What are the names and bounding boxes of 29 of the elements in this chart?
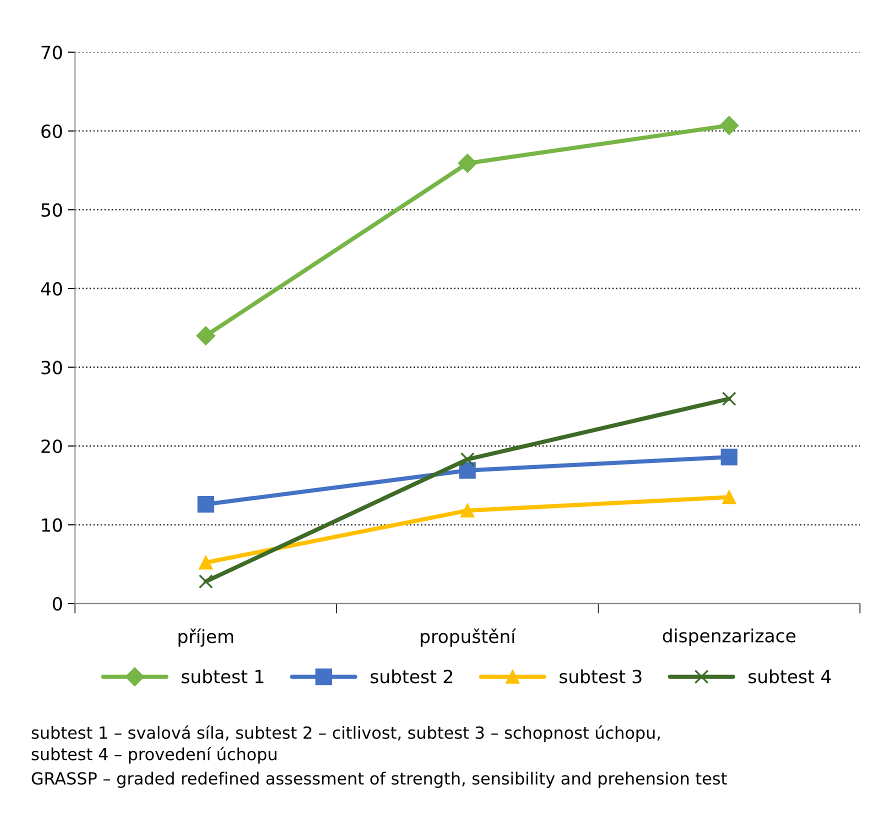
x-tick-label: propuštění [420, 628, 516, 647]
legend-label: subtest 2 [370, 669, 452, 684]
legend-label: subtest 3 [560, 669, 642, 684]
legend-label: subtest 4 [748, 669, 831, 684]
point [458, 154, 477, 173]
point [722, 490, 736, 504]
text: GRASSP – graded redefined assessment of strength, sensibility and prehension test [32, 772, 727, 788]
point [459, 462, 476, 479]
point [460, 504, 474, 518]
point [720, 116, 739, 136]
point [460, 452, 475, 467]
y-tick-label: 50 [42, 203, 62, 217]
y-tick-label: 10 [42, 518, 62, 532]
y-tick-label: 70 [42, 46, 62, 60]
point [722, 392, 736, 406]
y-tick-label: 0 [52, 596, 62, 611]
point [198, 574, 213, 589]
x-tick-label: příjem [178, 628, 234, 647]
y-tick-label: 60 [41, 124, 62, 138]
y-tick-label: 30 [42, 360, 62, 374]
point [197, 496, 214, 513]
text: subtest 1 – svalová síla, subtest 2 – citlivost, subtest 3 – schopnost úchopu, subtest 4 – provedení úchopu [32, 725, 660, 764]
point [196, 326, 216, 346]
legend-label: subtest 1 [182, 669, 264, 684]
point [720, 448, 738, 466]
y-tick-label: 20 [42, 439, 62, 454]
point [198, 556, 213, 570]
y-tick-label: 40 [41, 282, 62, 296]
x-tick-label: dispenzarizace [662, 628, 796, 646]
